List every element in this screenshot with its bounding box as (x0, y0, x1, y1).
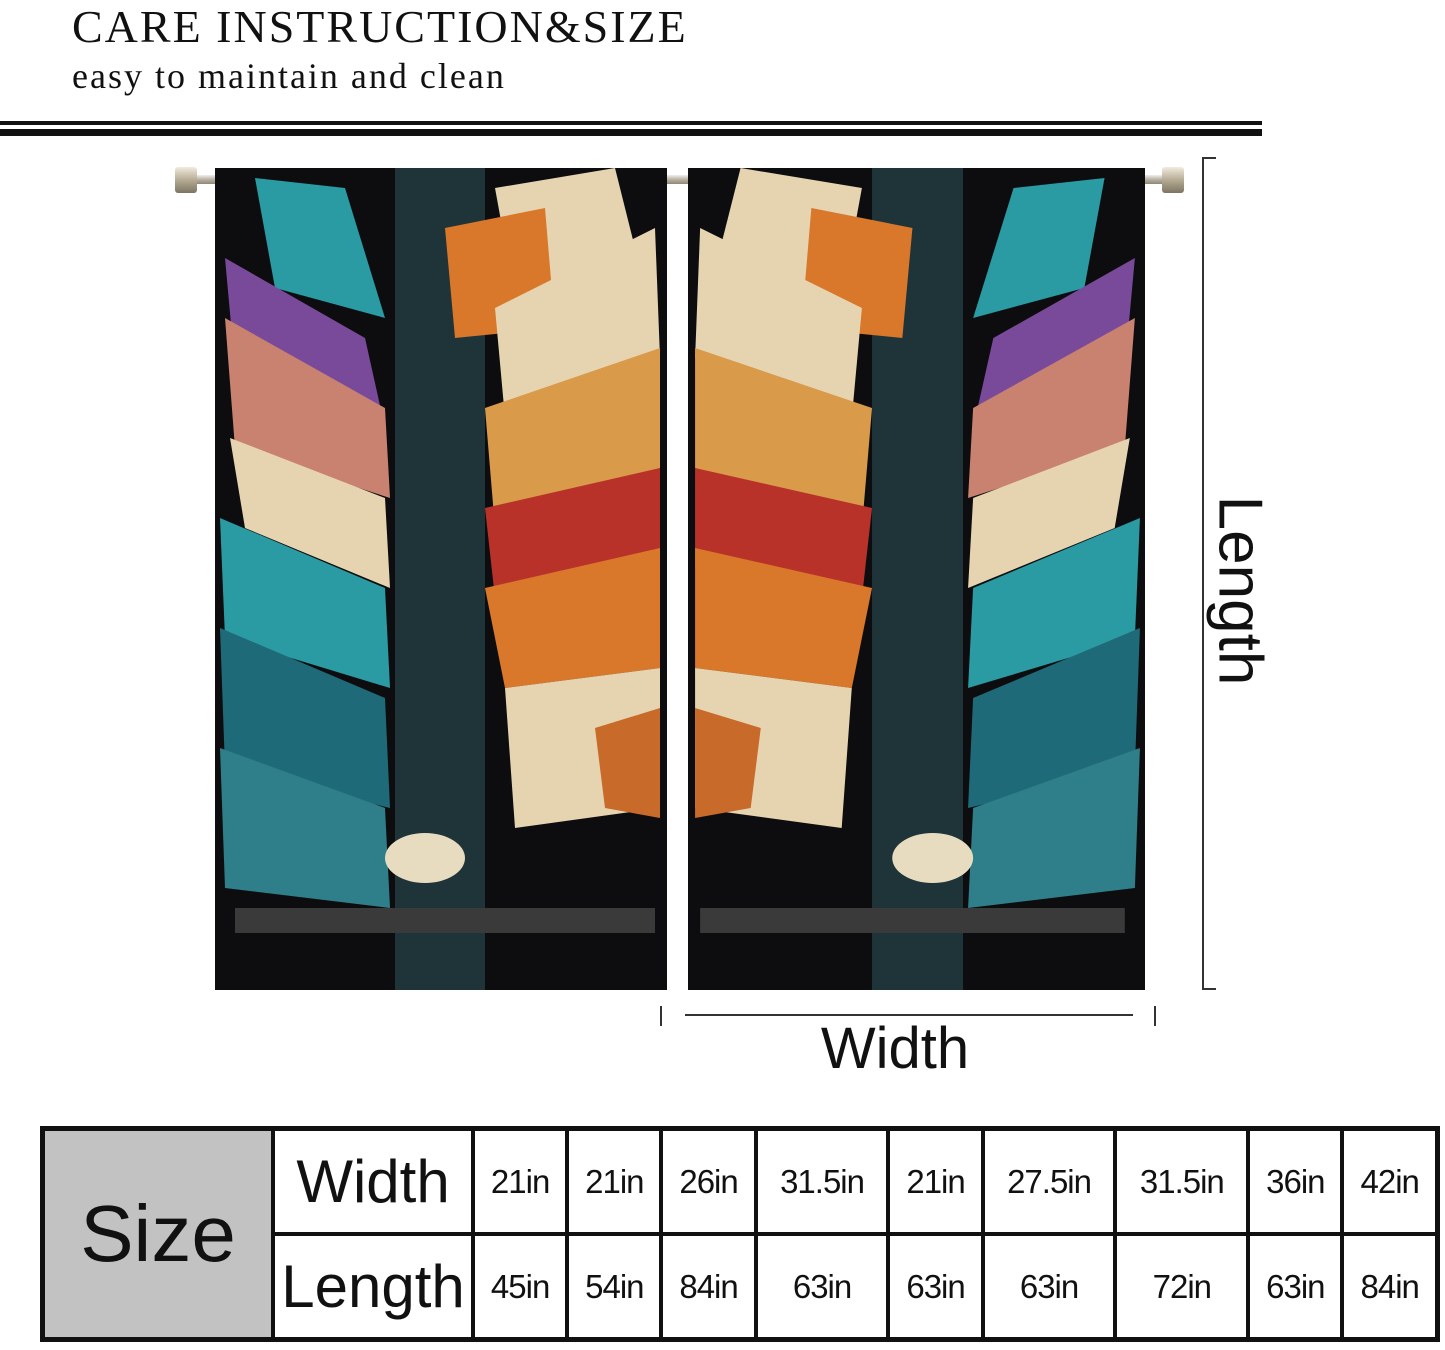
width-cell: 27.5in (980, 1126, 1118, 1236)
width-tick-right (1154, 1006, 1156, 1026)
length-cap-top (1202, 157, 1216, 159)
length-cell: 45in (470, 1232, 570, 1342)
length-cell: 63in (886, 1232, 985, 1342)
row-header-length: Length (271, 1232, 475, 1342)
width-label: Width (820, 1016, 970, 1081)
divider-thick (0, 129, 1262, 136)
length-cell: 72in (1113, 1232, 1251, 1342)
rod-finial-left (175, 167, 197, 193)
table-row-length: Length 45in 54in 84in 63in 63in 63in 72i… (43, 1232, 1440, 1342)
length-cell: 63in (753, 1232, 891, 1342)
width-cell: 42in (1340, 1126, 1440, 1236)
divider-thin (0, 121, 1262, 125)
stained-glass-pattern-left (215, 168, 667, 990)
width-cell: 21in (886, 1126, 985, 1236)
table-row-width: Size Width 21in 21in 26in 31.5in 21in 27… (40, 1126, 1440, 1342)
length-cell: 84in (659, 1232, 758, 1342)
width-cell: 31.5in (1113, 1126, 1251, 1236)
page-title: CARE INSTRUCTION&SIZE (72, 1, 688, 52)
curtain-rod (178, 175, 1183, 184)
length-cap-bottom (1202, 988, 1216, 990)
width-cell: 31.5in (753, 1126, 891, 1236)
width-cell: 36in (1246, 1126, 1345, 1236)
page-subtitle: easy to maintain and clean (72, 56, 506, 96)
size-label: Size (40, 1126, 275, 1342)
rod-finial-right (1162, 167, 1184, 193)
length-cell: 63in (1246, 1232, 1345, 1342)
curtain-panel-right (688, 168, 1145, 990)
length-cell: 54in (565, 1232, 664, 1342)
size-table: Size Width 21in 21in 26in 31.5in 21in 27… (40, 1126, 1440, 1342)
length-cell: 63in (980, 1232, 1118, 1342)
width-dimension-line (685, 1014, 1133, 1016)
row-header-width: Width (271, 1126, 475, 1236)
width-cell: 21in (470, 1126, 570, 1236)
curtain-panel-left (215, 168, 667, 990)
length-label: Length (1205, 495, 1275, 686)
width-cell: 26in (659, 1126, 758, 1236)
width-cell: 21in (565, 1126, 664, 1236)
length-cell: 84in (1340, 1232, 1440, 1342)
length-dimension-line (1202, 158, 1204, 990)
stained-glass-pattern-right (688, 168, 1145, 990)
width-tick-left (660, 1006, 662, 1026)
